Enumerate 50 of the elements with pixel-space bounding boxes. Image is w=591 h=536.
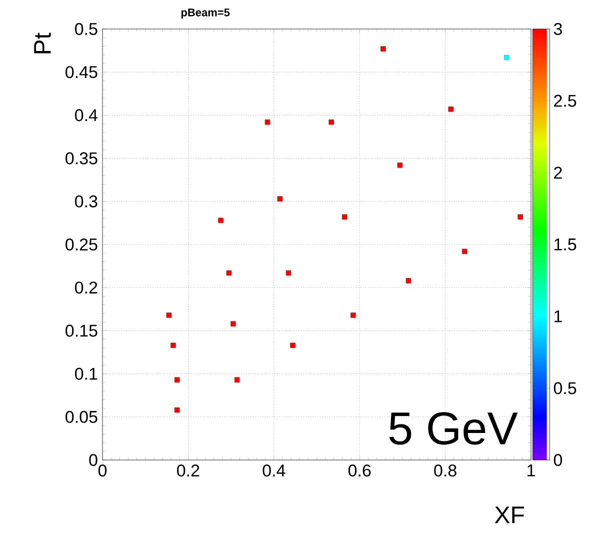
y-tick-label: 0.45 <box>66 66 98 78</box>
x-tick-label: 0.6 <box>348 464 371 477</box>
point <box>286 270 292 276</box>
y-tick-label: 0.5 <box>75 22 98 36</box>
point <box>328 119 334 125</box>
y-tick-label: 0.4 <box>75 109 98 122</box>
point <box>380 46 386 52</box>
point <box>226 270 232 276</box>
point <box>166 312 172 318</box>
point <box>406 278 412 284</box>
chart-title: pBeam=5 <box>181 8 230 18</box>
y-tick-label: 0.3 <box>75 195 98 208</box>
color-bar-label: 1.5 <box>554 238 576 250</box>
point <box>350 312 356 318</box>
x-tick-label: 0.8 <box>434 464 456 477</box>
point <box>504 54 510 60</box>
y-tick-label: 0.35 <box>66 152 98 164</box>
y-tick-label: 0.25 <box>66 238 98 251</box>
point <box>448 106 454 112</box>
x-axis-title: XF <box>494 506 524 524</box>
point <box>170 342 176 348</box>
point <box>518 214 523 220</box>
color-bar-label: 0.5 <box>554 382 576 394</box>
y-tick-label: 0.15 <box>66 324 98 337</box>
color-bar-label: 3 <box>554 22 562 36</box>
y-tick-label: 0.1 <box>75 368 98 380</box>
y-axis-title: Pt <box>34 32 51 54</box>
point <box>230 321 236 326</box>
point <box>342 214 348 220</box>
x-tick-label: 0.2 <box>177 464 200 477</box>
annotation: 5 GeV <box>389 412 518 445</box>
color-bar-label: 1 <box>554 310 562 322</box>
point <box>290 342 296 348</box>
point <box>174 377 180 382</box>
point <box>397 162 402 168</box>
x-tick-label: 0.4 <box>262 464 286 477</box>
color-bar-label: 2.5 <box>554 94 576 107</box>
point <box>277 196 282 202</box>
point <box>218 218 224 223</box>
y-tick-label: 0.05 <box>66 410 98 423</box>
color-bar-label: 2 <box>554 166 562 179</box>
x-tick-label: 0 <box>98 464 107 477</box>
point <box>174 407 180 413</box>
y-tick-label: 0 <box>89 454 98 466</box>
point <box>264 119 270 125</box>
y-tick-label: 0.2 <box>75 282 98 294</box>
point <box>234 377 240 382</box>
color-bar-label: 0 <box>554 454 562 466</box>
point <box>462 248 468 254</box>
x-tick-label: 1 <box>528 464 535 476</box>
